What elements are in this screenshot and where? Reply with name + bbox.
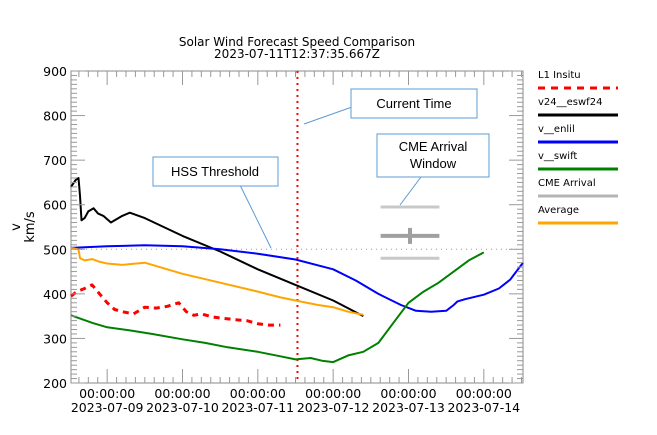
chart-title: Solar Wind Forecast Speed Comparison	[179, 35, 415, 49]
x-tick-label-time: 00:00:00	[456, 386, 512, 401]
legend-label: CME Arrival	[538, 178, 596, 189]
y-tick-label: 900	[43, 64, 67, 79]
x-tick-label-time: 00:00:00	[305, 386, 361, 401]
legend-label: v24__eswf24	[538, 97, 602, 108]
x-tick-label-time: 00:00:00	[79, 386, 135, 401]
legend-label: v__swift	[538, 151, 577, 162]
current-time-callout-leader	[303, 106, 353, 125]
current-time-callout-box	[350, 88, 478, 119]
x-tick-label-date: 2023-07-11	[221, 400, 294, 415]
x-tick-label-time: 00:00:00	[230, 386, 286, 401]
series-line-average	[70, 246, 364, 316]
series-line-l1-insitu	[70, 283, 281, 327]
reference-lines	[71, 71, 523, 383]
hss-callout-leader	[239, 184, 272, 249]
cme-window-callout-label-line2: Window	[410, 156, 457, 171]
cme-arrival-window	[380, 205, 440, 260]
axis-ticks	[71, 70, 523, 384]
series-layer	[70, 177, 524, 364]
x-tick-label-date: 2023-07-12	[297, 400, 370, 415]
x-tick-label-date: 2023-07-13	[372, 400, 445, 415]
y-tick-label: 600	[43, 198, 67, 213]
y-tick-label: 800	[43, 109, 67, 124]
y-axis-label-units: km/s	[23, 211, 38, 243]
y-tick-label: 500	[43, 242, 67, 257]
series-line-v24-eswf24	[70, 177, 364, 317]
chart-subtitle: 2023-07-11T12:37:35.667Z	[214, 47, 380, 61]
legend-label: v__enlil	[538, 124, 575, 135]
series-line-v-enlil	[70, 244, 524, 313]
x-tick-label-time: 00:00:00	[154, 386, 210, 401]
annotations: Current Time CME Arrival Window HSS Thresho…	[152, 88, 490, 249]
y-axis-label: v km/s	[9, 211, 38, 243]
y-axis-label-v: v	[9, 223, 24, 231]
x-tick-label-date: 2023-07-10	[146, 400, 219, 415]
y-tick-label: 200	[43, 376, 67, 391]
legend: L1 Insitu v24__eswf24 v__enlil v__swift CME …	[538, 70, 618, 225]
cme-window-callout-leader	[399, 176, 422, 206]
cme-window-callout-label-line1: CME Arrival	[399, 139, 468, 154]
series-line-v-swift	[70, 251, 485, 364]
current-time-callout-label: Current Time	[376, 96, 451, 111]
legend-label: Average	[538, 205, 579, 216]
cme-window-callout-box	[376, 133, 490, 178]
tick-labels: 20030040050060070080090000:00:002023-07-…	[43, 64, 520, 415]
y-tick-label: 300	[43, 331, 67, 346]
hss-callout-box	[152, 156, 279, 187]
x-tick-label-time: 00:00:00	[380, 386, 436, 401]
x-tick-label-date: 2023-07-09	[71, 400, 144, 415]
hss-callout-label: HSS Threshold	[171, 164, 259, 179]
legend-label: L1 Insitu	[538, 70, 581, 81]
y-tick-label: 400	[43, 287, 67, 302]
y-tick-label: 700	[43, 153, 67, 168]
x-tick-label-date: 2023-07-14	[447, 400, 520, 415]
